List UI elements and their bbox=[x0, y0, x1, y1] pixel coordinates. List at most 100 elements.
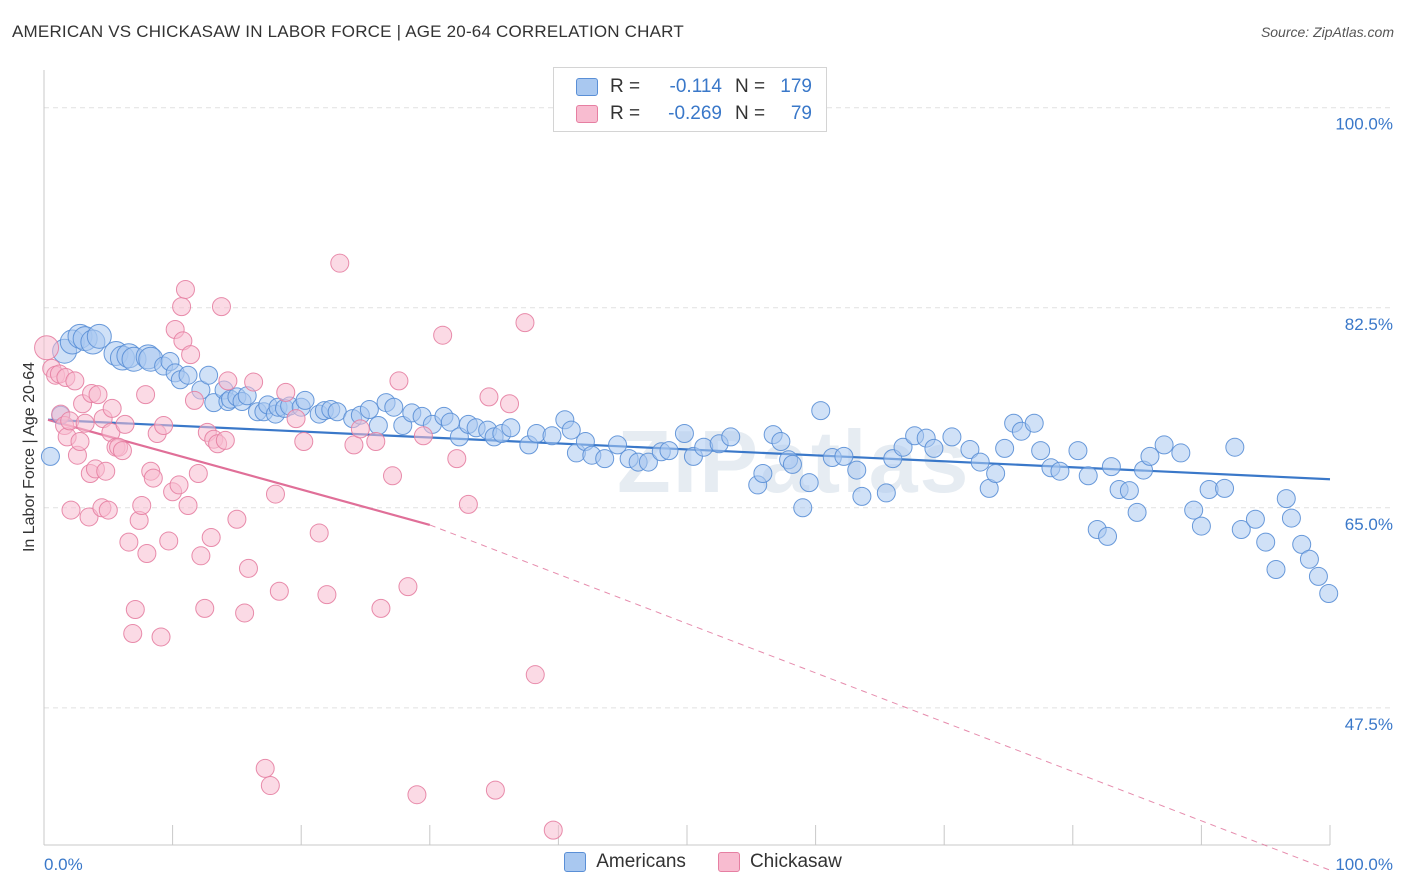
americans-point bbox=[1292, 534, 1312, 554]
r-label: R = bbox=[610, 103, 641, 124]
y-tick-label: 100.0% bbox=[1335, 115, 1393, 134]
chickasaw-point bbox=[137, 544, 157, 564]
chickasaw-point bbox=[543, 820, 563, 840]
americans-point bbox=[1225, 437, 1245, 457]
americans-point bbox=[1154, 435, 1174, 455]
chickasaw-trend-dashed bbox=[429, 524, 1331, 871]
chickasaw-point bbox=[371, 598, 391, 618]
chickasaw-swatch bbox=[576, 105, 598, 123]
chickasaw-point bbox=[88, 385, 108, 405]
chickasaw-point bbox=[154, 415, 174, 435]
americans-point bbox=[674, 423, 694, 443]
americans-point bbox=[1078, 466, 1098, 486]
americans-point bbox=[595, 449, 615, 469]
chickasaw-point bbox=[260, 776, 280, 796]
americans-point bbox=[986, 464, 1006, 484]
chickasaw-point bbox=[96, 461, 116, 481]
chickasaw-point bbox=[458, 494, 478, 514]
americans-point bbox=[40, 446, 60, 466]
chickasaw-point bbox=[433, 325, 453, 345]
americans-point bbox=[799, 473, 819, 493]
americans-point bbox=[1319, 584, 1339, 604]
chickasaw-point bbox=[143, 468, 163, 488]
x-tick-label: 0.0% bbox=[44, 855, 83, 874]
americans-point bbox=[942, 427, 962, 447]
chickasaw-point bbox=[201, 528, 221, 548]
americans-point bbox=[1024, 413, 1044, 433]
americans-point bbox=[847, 460, 867, 480]
y-tick-label: 47.5% bbox=[1345, 715, 1393, 734]
chickasaw-point bbox=[244, 372, 264, 392]
americans-point bbox=[1068, 441, 1088, 461]
americans-point bbox=[608, 435, 628, 455]
legend-row-chickasaw: R = -0.269 N = 79 bbox=[576, 101, 812, 127]
chickasaw-point bbox=[398, 577, 418, 597]
americans-point bbox=[1140, 446, 1160, 466]
americans-point bbox=[960, 439, 980, 459]
americans-point bbox=[1050, 461, 1070, 481]
chickasaw-point bbox=[366, 431, 386, 451]
chickasaw-legend-swatch bbox=[717, 852, 740, 872]
americans-point bbox=[852, 486, 872, 506]
chickasaw-point bbox=[235, 603, 255, 623]
americans-point bbox=[178, 365, 198, 385]
stats-legend: R = -0.114 N = 179 R = -0.269 N = 79 bbox=[553, 67, 827, 132]
legend-chickasaw[interactable]: Chickasaw bbox=[717, 851, 842, 873]
chickasaw-point bbox=[175, 279, 195, 299]
source-note: Source: ZipAtlas.com bbox=[1260, 24, 1394, 40]
americans-point bbox=[1299, 549, 1319, 569]
chickasaw-point bbox=[119, 532, 139, 552]
americans-point bbox=[1308, 566, 1328, 586]
americans-point bbox=[1281, 508, 1301, 528]
chickasaw-point bbox=[195, 598, 215, 618]
americans-point bbox=[793, 498, 813, 518]
americans-point bbox=[1245, 509, 1265, 529]
chickasaw-point bbox=[159, 531, 179, 551]
x-tick-label: 100.0% bbox=[1335, 855, 1393, 874]
americans-point bbox=[501, 418, 521, 438]
series-legend: Americans Chickasaw bbox=[0, 851, 1406, 873]
americans-point bbox=[721, 427, 741, 447]
americans-point bbox=[1127, 502, 1147, 522]
americans-point bbox=[638, 452, 658, 472]
americans-point bbox=[1098, 526, 1118, 546]
y-tick-label: 65.0% bbox=[1345, 515, 1393, 534]
americans-point bbox=[359, 399, 379, 419]
chickasaw-point bbox=[79, 507, 99, 527]
chickasaw-point bbox=[485, 780, 505, 800]
americans-legend-label: Americans bbox=[596, 851, 686, 872]
tick-labels: 100.0% 82.5% 65.0% 47.5% 0.0% 100.0% In Labor … bbox=[21, 115, 1393, 874]
n-value: 179 bbox=[780, 76, 812, 97]
chickasaw-point bbox=[136, 385, 156, 405]
americans-point bbox=[199, 365, 219, 385]
chickasaw-point bbox=[286, 409, 306, 429]
chickasaw-point bbox=[34, 335, 60, 361]
legend-americans[interactable]: Americans bbox=[564, 851, 686, 873]
chickasaw-point bbox=[112, 441, 132, 461]
americans-point bbox=[295, 390, 315, 410]
r-value: -0.114 bbox=[669, 76, 722, 97]
chickasaw-point bbox=[500, 394, 520, 414]
americans-point bbox=[659, 441, 679, 461]
chickasaw-point bbox=[413, 426, 433, 446]
n-value: 79 bbox=[790, 103, 812, 124]
americans-point bbox=[1266, 560, 1286, 580]
americans-point bbox=[1231, 520, 1251, 540]
americans-point bbox=[384, 397, 404, 417]
americans-point bbox=[753, 464, 773, 484]
americans-point bbox=[924, 438, 944, 458]
chickasaw-point bbox=[515, 313, 535, 333]
chickasaw-legend-label: Chickasaw bbox=[749, 851, 842, 872]
chickasaw-point bbox=[98, 500, 118, 520]
chickasaw-point bbox=[309, 523, 329, 543]
chickasaw-point bbox=[178, 496, 198, 516]
chickasaw-point bbox=[238, 558, 258, 578]
chickasaw-point bbox=[344, 435, 364, 455]
chickasaw-point bbox=[383, 466, 403, 486]
americans-point bbox=[876, 483, 896, 503]
chickasaw-point bbox=[172, 297, 192, 317]
americans-point bbox=[1191, 516, 1211, 536]
chickasaw-point bbox=[191, 546, 211, 566]
n-label: N = bbox=[734, 76, 766, 97]
